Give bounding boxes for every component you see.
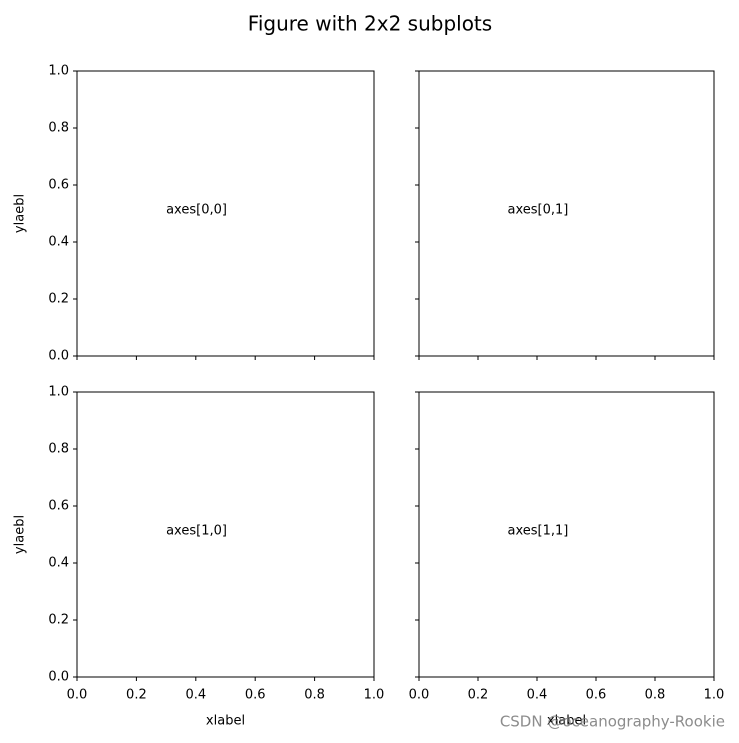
annotation: axes[0,0] xyxy=(166,203,227,218)
x-tick-label: 0.4 xyxy=(527,688,548,703)
x-tick-label: 0.0 xyxy=(409,688,430,703)
y-axis-label: ylaebl xyxy=(13,515,28,554)
annotation: axes[1,0] xyxy=(166,524,227,539)
axes-frame xyxy=(76,70,375,357)
y-tick-label: 0.4 xyxy=(48,556,69,571)
x-tick-label: 0.2 xyxy=(126,688,147,703)
watermark: CSDN @oceanography-Rookie xyxy=(500,713,725,731)
y-tick-label: 0.2 xyxy=(48,292,69,307)
x-axis-label: xlabel xyxy=(206,714,245,729)
x-tick-label: 0.8 xyxy=(645,688,666,703)
x-tick-label: 0.0 xyxy=(67,688,88,703)
x-tick-label: 0.4 xyxy=(185,688,206,703)
x-tick-label: 0.8 xyxy=(304,688,325,703)
figure-title: Figure with 2x2 subplots xyxy=(248,12,492,36)
y-tick-label: 0.0 xyxy=(48,349,69,364)
y-tick-label: 1.0 xyxy=(48,64,69,79)
x-tick-label: 0.6 xyxy=(586,688,607,703)
y-tick-label: 0.8 xyxy=(48,442,69,457)
x-tick-label: 0.2 xyxy=(468,688,489,703)
x-tick-label: 1.0 xyxy=(704,688,725,703)
y-axis-label: ylaebl xyxy=(13,194,28,233)
y-tick-label: 0.8 xyxy=(48,121,69,136)
axes-frame xyxy=(76,391,375,678)
x-tick-label: 0.6 xyxy=(245,688,266,703)
y-tick-label: 0.6 xyxy=(48,178,69,193)
y-tick-label: 1.0 xyxy=(48,385,69,400)
annotation: axes[1,1] xyxy=(508,524,569,539)
y-tick-label: 0.0 xyxy=(48,670,69,685)
y-tick-label: 0.2 xyxy=(48,613,69,628)
annotation: axes[0,1] xyxy=(508,203,569,218)
axes-frame xyxy=(418,70,715,357)
y-tick-label: 0.4 xyxy=(48,235,69,250)
x-axis-label: xlabel xyxy=(547,714,586,729)
y-tick-label: 0.6 xyxy=(48,499,69,514)
x-tick-label: 1.0 xyxy=(364,688,385,703)
axes-frame xyxy=(418,391,715,678)
